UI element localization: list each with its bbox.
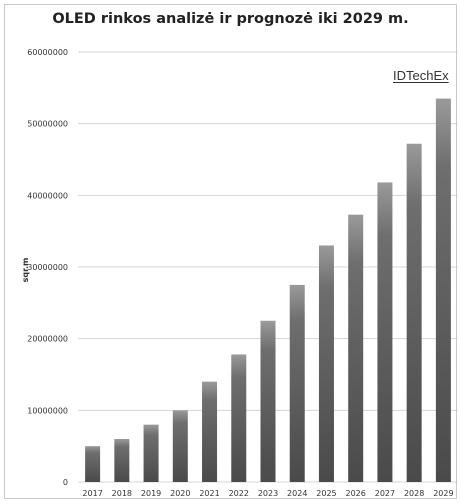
- y-tick-labels: 0 10000000 20000000 30000000 40000000 5000000…: [27, 48, 68, 487]
- x-tick-label: 2019: [141, 489, 161, 498]
- y-tick-label: 10000000: [27, 406, 68, 415]
- bar-2020: [172, 410, 188, 482]
- y-tick-label: 60000000: [27, 48, 68, 57]
- bar-2018: [114, 439, 130, 482]
- x-tick-label: 2021: [199, 489, 219, 498]
- x-tick-label: 2022: [229, 489, 249, 498]
- y-tick-label: 50000000: [27, 120, 68, 129]
- y-tick-label: 40000000: [27, 191, 68, 200]
- bar-2025: [318, 245, 334, 482]
- y-tick-label: 0: [63, 478, 68, 487]
- bar-2017: [85, 446, 101, 482]
- x-tick-label: 2020: [170, 489, 190, 498]
- y-tick-label: 20000000: [27, 335, 68, 344]
- bar-2021: [202, 381, 218, 482]
- x-tick-labels: 2017 2018 2019 2020 2021 2022 2023 2024 2025 2026…: [82, 489, 453, 498]
- bar-2028: [406, 143, 422, 482]
- bar-2022: [231, 354, 247, 482]
- x-tick-label: 2027: [375, 489, 395, 498]
- bar-2026: [348, 214, 364, 482]
- brand-logo: IDTechEx: [393, 68, 449, 83]
- bars: [85, 98, 451, 482]
- bar-2027: [377, 182, 393, 482]
- x-tick-label: 2017: [82, 489, 102, 498]
- bar-2029: [435, 98, 451, 482]
- chart-title: OLED rinkos analizė ir prognozė iki 2029…: [52, 11, 409, 27]
- bar-2023: [260, 320, 276, 482]
- x-tick-label: 2018: [112, 489, 132, 498]
- y-axis-title: sqr.m: [21, 258, 30, 283]
- x-tick-label: 2024: [287, 489, 307, 498]
- x-tick-label: 2028: [404, 489, 424, 498]
- x-tick-label: 2023: [258, 489, 278, 498]
- x-tick-label: 2025: [316, 489, 336, 498]
- y-tick-label: 30000000: [27, 263, 68, 272]
- bar-2019: [143, 424, 159, 482]
- x-tick-label: 2029: [433, 489, 453, 498]
- bar-2024: [289, 284, 305, 482]
- x-tick-label: 2026: [346, 489, 366, 498]
